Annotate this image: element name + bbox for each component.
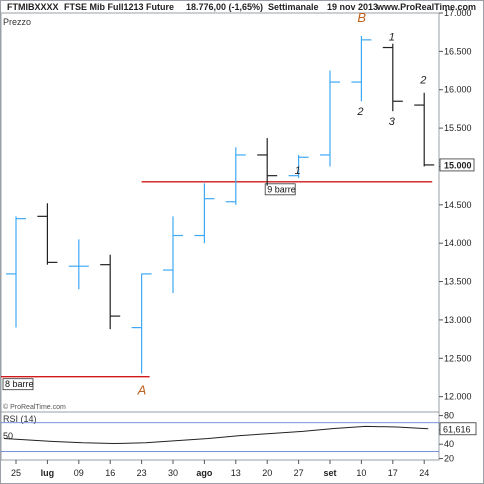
price-y-axis: 17.000 16.500 16.000 15.500 15.000 14.500 14.0…: [439, 8, 472, 402]
bar-count-label: 8 barre: [5, 379, 34, 389]
header-bar: FTMIBXXXX FTSE Mib Full1213 Future 18.77…: [7, 2, 476, 12]
rsi-y-tick-label: 80: [444, 411, 454, 421]
x-tick-label: 24: [419, 468, 429, 478]
support-lines: 8 barre 9 barre: [1, 181, 433, 391]
rsi-value-label: 61,616: [443, 424, 471, 434]
x-tick-label: 17: [388, 468, 398, 478]
rsi-reference-lines: [1, 422, 439, 452]
rsi-panel-label: RSI (14): [3, 414, 37, 424]
x-tick-label: 13: [231, 468, 241, 478]
x-tick-label: 09: [74, 468, 84, 478]
wave-label: 3: [389, 116, 396, 128]
x-tick-label: 10: [356, 468, 366, 478]
wave-label: B: [357, 10, 366, 25]
x-axis: 25 lug 09 16 23 30 ago 13 20 27 set 10 17 24: [11, 460, 429, 478]
rsi-y-tick-label: 40: [444, 439, 454, 449]
price-y-tick-label: 12.000: [444, 392, 472, 402]
wave-label: 2: [356, 106, 363, 118]
bar-count-label: 9 barre: [267, 184, 296, 194]
rsi-left-label: 50: [3, 431, 13, 441]
copyright-text: © ProRealTime.com: [3, 403, 66, 411]
rsi-y-tick-label: 20: [444, 454, 454, 464]
current-price-box: [439, 158, 475, 172]
price-y-tick-label: 16.500: [444, 46, 472, 56]
price-y-tick-label: 15.500: [444, 123, 472, 133]
header-price-change: 18.776,00 (-1,65%): [186, 2, 263, 12]
x-tick-label: 25: [11, 468, 21, 478]
rsi-line: [3, 425, 429, 445]
rsi-panel-border: [0, 411, 440, 461]
x-tick-label: 23: [137, 468, 147, 478]
rsi-value-box: [439, 422, 477, 436]
ohlc-series: [6, 36, 435, 374]
rsi-series: 61,616: [3, 422, 477, 445]
header-period: Settimanale: [268, 2, 319, 12]
wave-label: 1: [295, 165, 301, 177]
wave-label: 1: [389, 32, 395, 44]
price-y-tick-label: 17.000: [444, 8, 472, 18]
price-panel-border: [0, 12, 440, 413]
price-y-tick-label: 13.500: [444, 277, 472, 287]
price-panel-label: Prezzo: [3, 17, 31, 27]
x-tick-label: 30: [168, 468, 178, 478]
x-tick-label: lug: [41, 468, 55, 478]
price-y-tick-label: 12.500: [444, 353, 472, 363]
wave-label: 2: [419, 75, 426, 87]
x-tick-label: 20: [262, 468, 272, 478]
x-tick-label: 16: [105, 468, 115, 478]
bar-count-box: [264, 183, 296, 196]
price-y-tick-label: 16.000: [444, 85, 472, 95]
rsi-y-axis: 80604020: [439, 411, 454, 464]
x-tick-label: ago: [196, 468, 213, 478]
wave-label: A: [137, 382, 147, 397]
bar-count-box: [2, 378, 34, 391]
wave-annotations: A B 1 2 1 3 2: [137, 10, 427, 397]
price-y-tick-label: 14.500: [444, 200, 472, 210]
x-tick-label: 27: [294, 468, 304, 478]
header-symbol: FTMIBXXXX: [7, 2, 59, 12]
header-instrument: FTSE Mib Full1213 Future: [64, 2, 174, 12]
current-price-label: 15.000: [444, 160, 472, 170]
current-price-tag: 15.000: [439, 158, 475, 172]
price-y-tick-label: 14.000: [444, 238, 472, 248]
header-site: www.ProRealTime.com: [376, 2, 476, 12]
header-date: 19 nov 2013: [327, 2, 378, 12]
price-y-tick-label: 13.000: [444, 315, 472, 325]
x-tick-label: set: [323, 468, 336, 478]
